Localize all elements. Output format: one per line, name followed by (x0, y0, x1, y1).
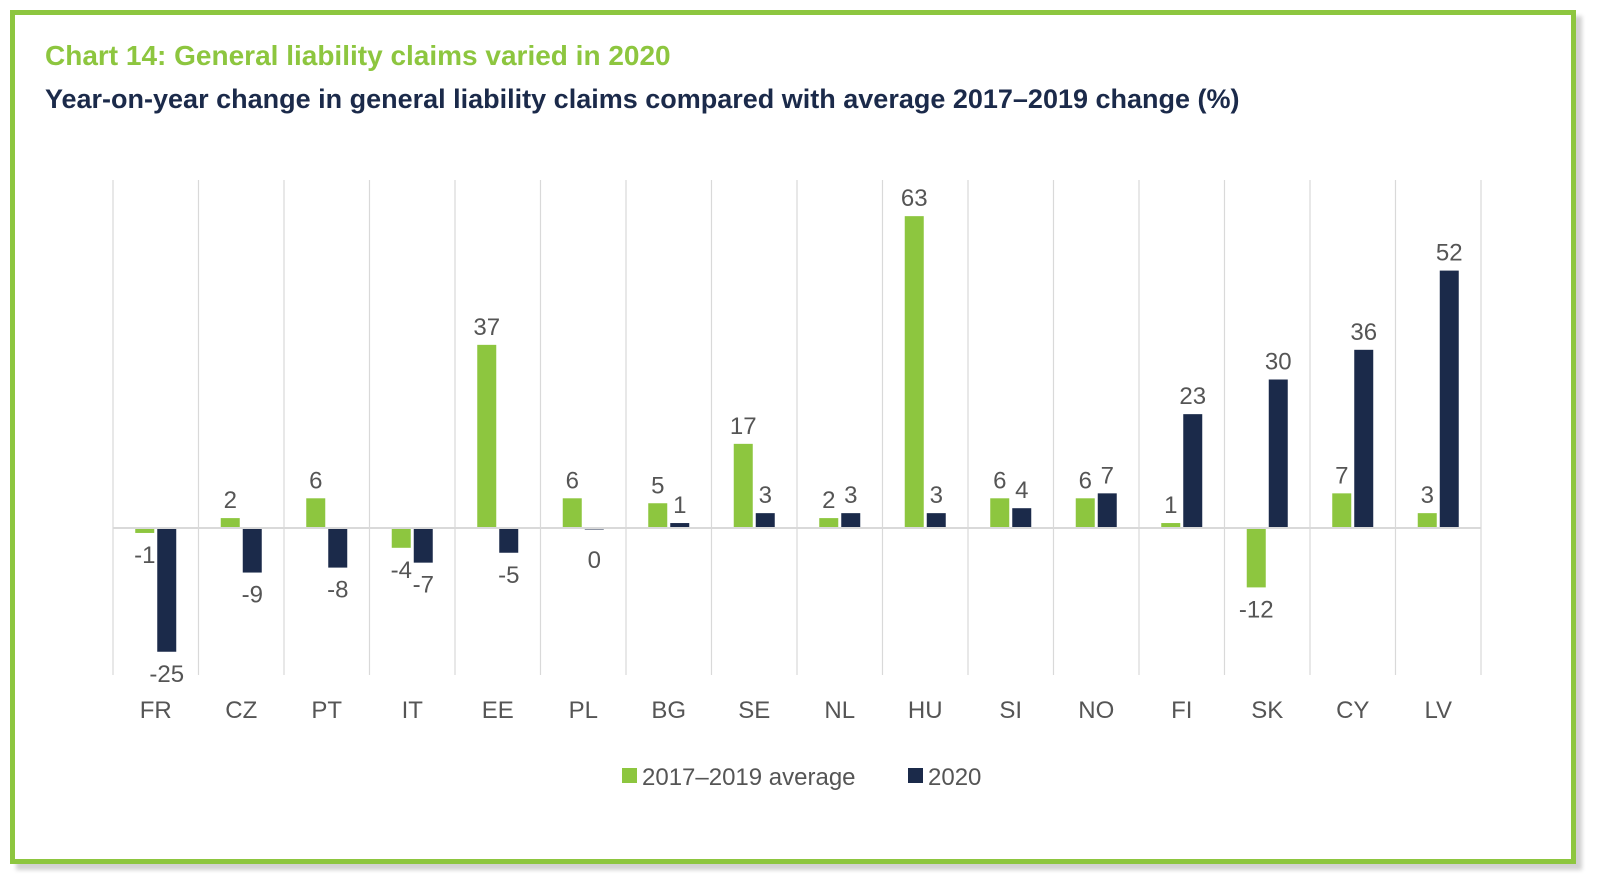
tick-label-nl: NL (824, 697, 855, 724)
tick-label-hu: HU (908, 697, 943, 724)
data-label-2017-2019-average-cy: 7 (1335, 462, 1348, 489)
bar-2017-2019-average-lv (1417, 513, 1437, 528)
bar-2017-2019-average-no (1075, 498, 1095, 528)
bar-2017-2019-average-nl (819, 518, 839, 528)
data-label-2017-2019-average-pt: 6 (309, 467, 322, 494)
bar-2020-nl (841, 513, 861, 528)
data-label-2017-2019-average-fr: -1 (134, 542, 155, 569)
tick-label-fr: FR (140, 697, 172, 724)
bar-2020-si (1012, 508, 1032, 528)
data-label-2017-2019-average-ee: 37 (473, 314, 500, 341)
data-label-2020-nl: 3 (844, 482, 857, 509)
data-label-2020-se: 3 (759, 482, 772, 509)
data-label-2017-2019-average-hu: 63 (901, 185, 928, 212)
data-label-2020-pt: -8 (327, 577, 348, 604)
bar-2020-lv (1439, 270, 1459, 528)
chart-subtitle: Year-on-year change in general liability… (45, 84, 1240, 114)
bar-2017-2019-average-ee (477, 344, 497, 528)
data-label-2017-2019-average-bg: 5 (651, 472, 664, 499)
data-label-2020-sk: 30 (1265, 349, 1292, 376)
tick-label-lv: LV (1424, 697, 1452, 724)
legend-swatch-2020 (908, 768, 923, 783)
bar-2020-bg (670, 523, 690, 528)
tick-label-it: IT (402, 697, 424, 724)
bar-2017-2019-average-sk (1246, 528, 1266, 588)
bar-2017-2019-average-si (990, 498, 1010, 528)
bar-2017-2019-average-cy (1332, 493, 1352, 528)
data-label-2020-cz: -9 (242, 582, 263, 609)
data-label-2017-2019-average-pl: 6 (566, 467, 579, 494)
tick-label-se: SE (738, 697, 770, 724)
bar-2020-fr (157, 528, 177, 652)
bar-2017-2019-average-it (391, 528, 411, 548)
data-label-2017-2019-average-fi: 1 (1164, 492, 1177, 519)
data-label-2020-fi: 23 (1179, 383, 1206, 410)
bar-2020-hu (926, 513, 946, 528)
tick-label-no: NO (1078, 697, 1114, 724)
data-label-2017-2019-average-nl: 2 (822, 487, 835, 514)
chart-title: Chart 14: General liability claims varie… (45, 40, 671, 71)
legend-item-2020: 2020 (908, 764, 981, 791)
bar-2017-2019-average-pt (306, 498, 326, 528)
data-label-2020-pl: 0 (588, 547, 601, 574)
data-label-2020-bg: 1 (673, 492, 686, 519)
legend-item-2017-2019-average: 2017–2019 average (622, 764, 856, 791)
chart-grid (112, 180, 1482, 675)
tick-label-fi: FI (1171, 697, 1192, 724)
bar-2020-sk (1268, 379, 1288, 528)
tick-label-si: SI (999, 697, 1022, 724)
data-label-2017-2019-average-it: -4 (391, 557, 412, 584)
data-label-2020-it: -7 (413, 572, 434, 599)
bar-2017-2019-average-fr (135, 528, 155, 533)
bar-2017-2019-average-pl (562, 498, 582, 528)
tick-label-sk: SK (1251, 697, 1283, 724)
bar-2017-2019-average-cz (220, 518, 240, 528)
tick-label-pt: PT (311, 697, 342, 724)
bar-2017-2019-average-se (733, 443, 753, 528)
bar-2020-se (755, 513, 775, 528)
data-label-2017-2019-average-no: 6 (1079, 467, 1092, 494)
bar-2020-cy (1354, 349, 1374, 528)
data-label-2017-2019-average-se: 17 (730, 413, 757, 440)
bar-2020-cz (242, 528, 262, 573)
chart-frame (10, 10, 1576, 864)
data-label-2017-2019-average-sk: -12 (1239, 596, 1274, 623)
data-label-2017-2019-average-lv: 3 (1421, 482, 1434, 509)
chart-legend: 2017–2019 average 2020 (622, 764, 981, 791)
legend-swatch-2017-2019-average (622, 768, 637, 783)
tick-label-pl: PL (569, 697, 598, 724)
bar-2020-no (1097, 493, 1117, 528)
data-label-2017-2019-average-si: 6 (993, 467, 1006, 494)
tick-label-cy: CY (1336, 697, 1369, 724)
tick-label-cz: CZ (225, 697, 257, 724)
data-label-2020-cy: 36 (1350, 319, 1377, 346)
data-label-2020-no: 7 (1101, 462, 1114, 489)
bar-2017-2019-average-bg (648, 503, 668, 528)
bar-2020-fi (1183, 414, 1203, 528)
tick-label-bg: BG (651, 697, 686, 724)
data-label-2020-si: 4 (1015, 477, 1028, 504)
legend-label-2020: 2020 (928, 764, 981, 791)
bar-2020-pt (328, 528, 348, 568)
tick-label-ee: EE (482, 697, 514, 724)
data-label-2020-fr: -25 (149, 661, 184, 688)
bar-2020-ee (499, 528, 519, 553)
data-label-2017-2019-average-cz: 2 (224, 487, 237, 514)
x-axis-tick-labels: FR CZ PT IT EE PL BG SE NL HU SI NO FI SK CY LV (140, 697, 1452, 724)
bar-2017-2019-average-fi (1161, 523, 1181, 528)
data-label-2020-lv: 52 (1436, 240, 1463, 267)
data-label-2020-hu: 3 (930, 482, 943, 509)
legend-label-2017-2019-average: 2017–2019 average (642, 764, 856, 791)
bar-2020-it (413, 528, 433, 563)
bar-2017-2019-average-hu (904, 216, 924, 528)
data-label-2020-ee: -5 (498, 562, 519, 589)
chart-bars (135, 216, 1459, 652)
